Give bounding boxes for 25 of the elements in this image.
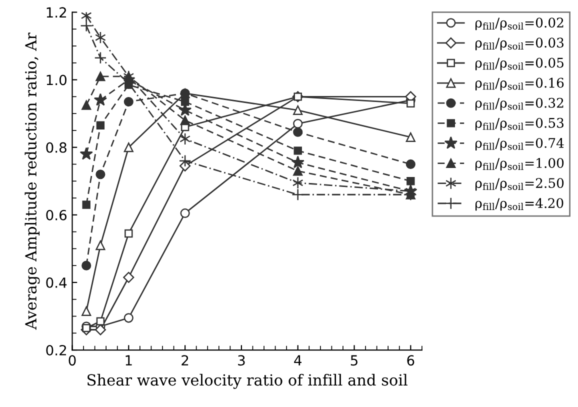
legend-label: ρ$_{fill}$/ρ$_{soil}$=0.05: [475, 58, 564, 70]
x-tick-label: 6: [407, 355, 414, 366]
x-tick-label: 4: [294, 355, 302, 366]
legend-label: ρ$_{fill}$/ρ$_{soil}$=0.53: [475, 118, 564, 130]
x-tick-label: 0: [68, 355, 76, 366]
y-tick-label: 1.2: [46, 7, 66, 18]
legend-label: ρ$_{fill}$/ρ$_{soil}$=0.74: [475, 138, 564, 150]
legend-label: ρ$_{fill}$/ρ$_{soil}$=2.50: [475, 178, 564, 191]
x-tick-label: 3: [238, 355, 245, 366]
legend-label: ρ$_{fill}$/ρ$_{soil}$=0.16: [475, 78, 564, 90]
x-tick-label: 2: [182, 355, 188, 366]
y-axis-title: Average Amplitude reduction ratio, Ar: [24, 32, 40, 330]
y-tick-label: 1.0: [46, 74, 66, 86]
y-tick-label: 0.4: [46, 277, 67, 288]
legend-label: ρ$_{fill}$/ρ$_{soil}$=1.00: [475, 158, 564, 171]
x-tick-label: 5: [350, 355, 358, 366]
y-tick-label: 0.8: [46, 142, 66, 153]
y-tick-label: 0.6: [46, 210, 67, 220]
legend-label: ρ$_{fill}$/ρ$_{soil}$=0.32: [475, 98, 564, 110]
y-tick-label: 0.2: [46, 344, 66, 356]
legend-label: ρ$_{fill}$/ρ$_{soil}$=4.20: [475, 198, 564, 211]
x-tick-label: 1: [126, 355, 132, 366]
legend-label: ρ$_{fill}$/ρ$_{soil}$=0.03: [475, 38, 564, 50]
legend-label: ρ$_{fill}$/ρ$_{soil}$=0.02: [475, 18, 564, 30]
x-axis-title: Shear wave velocity ratio of infill and soil: [88, 374, 408, 389]
